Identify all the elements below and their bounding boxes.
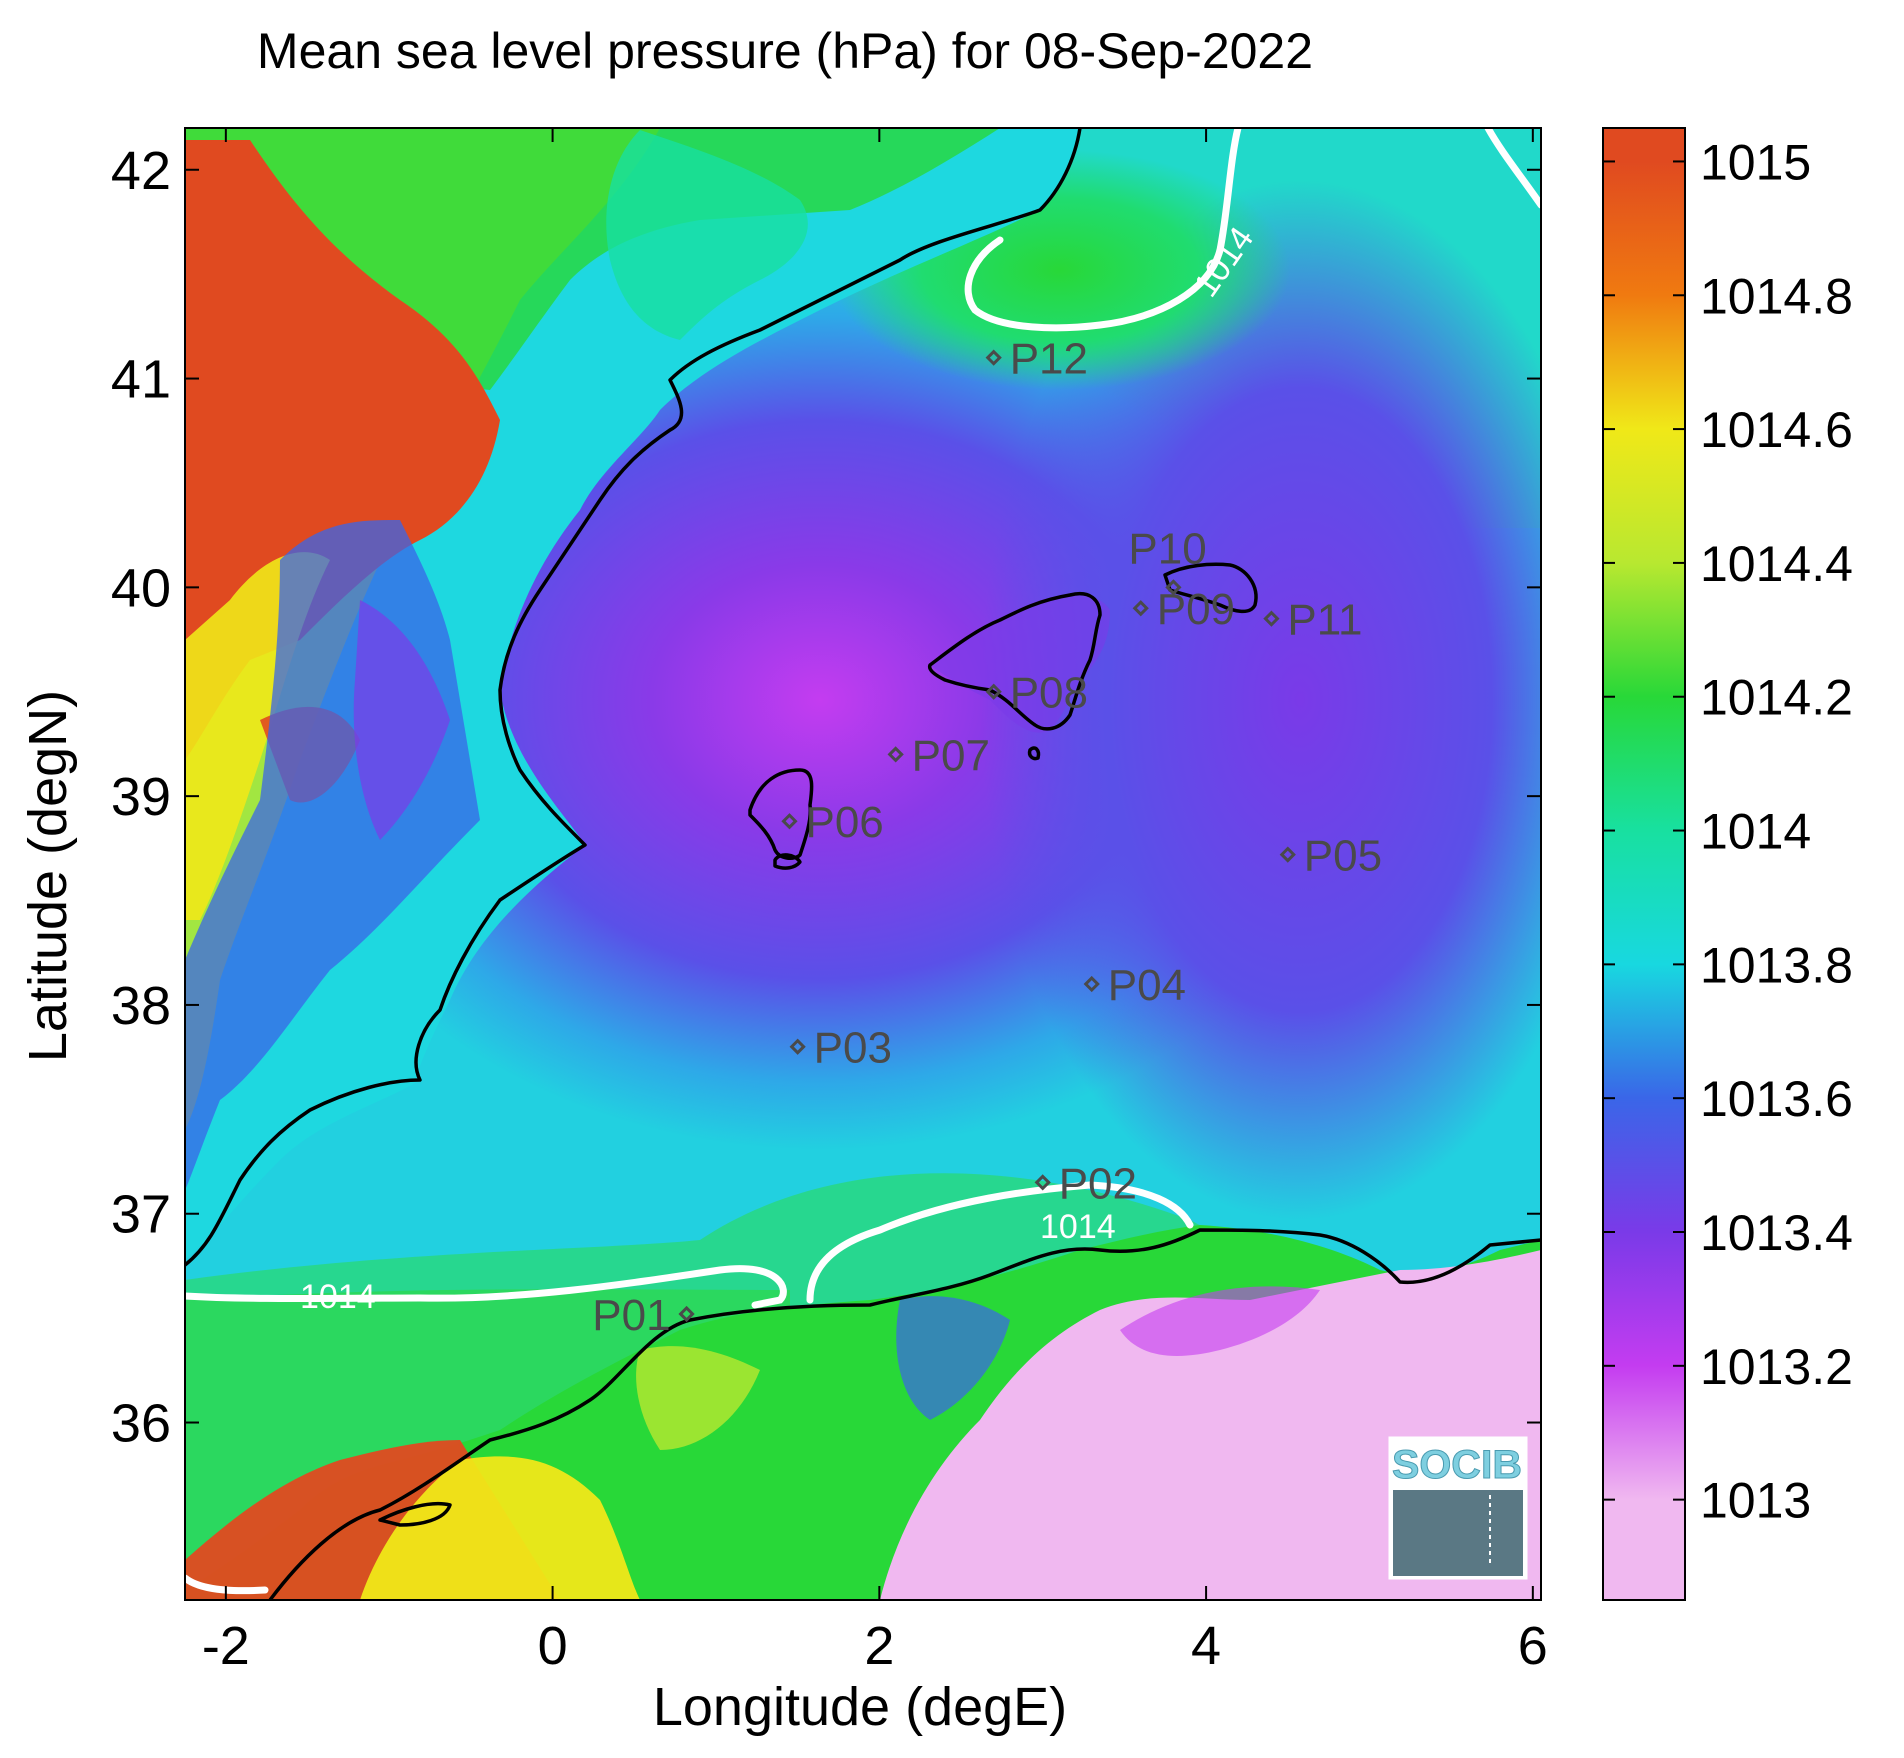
station-p08: P08 xyxy=(985,669,1088,718)
colorbar-bar xyxy=(1602,127,1686,1601)
x-axis-label: Longitude (degE) xyxy=(652,1677,1068,1737)
pressure-field xyxy=(185,128,1541,1600)
station-marker-icon xyxy=(1165,579,1182,596)
station-p10: P10 xyxy=(1128,524,1207,596)
colorbar-tick-label: 1015 xyxy=(1700,134,1811,190)
station-label: P06 xyxy=(805,798,883,847)
station-p05: P05 xyxy=(1279,832,1382,881)
y-tick-label: 42 xyxy=(111,141,171,201)
africa-coast xyxy=(268,1228,1542,1602)
socib-logo: SOCIB xyxy=(1388,1436,1528,1580)
station-label: P12 xyxy=(1010,335,1088,384)
station-marker-icon xyxy=(1132,600,1149,617)
station-label: P09 xyxy=(1157,585,1235,634)
logo-text: SOCIB xyxy=(1392,1443,1522,1487)
station-label: P05 xyxy=(1304,832,1382,881)
station-label: P02 xyxy=(1059,1159,1137,1208)
colorbar-tick-label: 1013.8 xyxy=(1700,937,1853,993)
station-marker-icon xyxy=(887,746,904,763)
station-label: P08 xyxy=(1010,669,1088,718)
station-marker-icon xyxy=(1279,846,1296,863)
colorbar: 1013 1013.2 1013.4 1013.6 1013.8 1014 1014.2 10… xyxy=(1602,127,1853,1601)
x-tick-label: 2 xyxy=(864,1616,894,1676)
station-markers: P01 P02 P03 P04 P05 P06 P07 P08 P09 P10 P11 P12 xyxy=(592,335,1382,1340)
x-tick-label: 0 xyxy=(538,1616,568,1676)
station-label: P04 xyxy=(1108,961,1186,1010)
station-label: P03 xyxy=(814,1024,892,1073)
station-p09: P09 xyxy=(1132,585,1235,634)
x-tick-label: 6 xyxy=(1518,1616,1548,1676)
station-p01: P01 xyxy=(592,1291,695,1340)
station-marker-icon xyxy=(678,1305,695,1323)
cabrera-coast xyxy=(1027,746,1041,761)
contour-1014 xyxy=(181,124,1545,1595)
colorbar-tick-label: 1013.4 xyxy=(1700,1205,1853,1261)
y-tick-label: 41 xyxy=(111,350,171,410)
ibiza-coast xyxy=(748,768,814,861)
station-p02: P02 xyxy=(1034,1159,1137,1208)
menorca-coast xyxy=(1163,562,1258,614)
station-p06: P06 xyxy=(781,798,884,847)
africa-low-pressure xyxy=(880,1250,1541,1600)
station-label: P01 xyxy=(592,1291,670,1340)
station-p03: P03 xyxy=(789,1024,892,1073)
x-axis: -2 0 2 4 6 xyxy=(202,128,1548,1676)
station-p04: P04 xyxy=(1083,961,1186,1010)
station-marker-icon xyxy=(1034,1174,1051,1191)
colorbar-tick-label: 1013 xyxy=(1700,1473,1811,1529)
y-tick-label: 36 xyxy=(111,1394,171,1454)
contour-label: 1014 xyxy=(300,1278,376,1316)
station-marker-icon xyxy=(985,683,1002,700)
y-tick-label: 40 xyxy=(111,558,171,618)
y-axis: 36 37 38 39 40 41 42 xyxy=(111,141,1541,1454)
station-marker-icon xyxy=(789,1038,806,1055)
y-tick-label: 38 xyxy=(111,976,171,1036)
colorbar-tick-label: 1014.2 xyxy=(1700,670,1853,726)
alboran-coast xyxy=(378,1501,452,1527)
plot-frame xyxy=(184,127,1542,1601)
colorbar-tick-label: 1013.2 xyxy=(1700,1339,1853,1395)
station-p11: P11 xyxy=(1263,596,1362,645)
contour-label: 1014 xyxy=(1040,1208,1116,1246)
colorbar-tick-label: 1014.4 xyxy=(1700,536,1853,592)
station-label: P11 xyxy=(1287,596,1362,645)
station-label: P07 xyxy=(912,731,990,780)
colorbar-tick-label: 1014 xyxy=(1700,804,1811,860)
station-marker-icon xyxy=(1263,610,1280,627)
colorbar-tick-label: 1014.8 xyxy=(1700,268,1853,324)
map-title: Mean sea level pressure (hPa) for 08-Sep… xyxy=(256,23,1314,79)
colorbar-tick-label: 1013.6 xyxy=(1700,1071,1853,1127)
station-marker-icon xyxy=(781,813,798,830)
y-tick-label: 37 xyxy=(111,1185,171,1245)
station-marker-icon xyxy=(1083,975,1100,993)
formentera-coast xyxy=(773,853,802,870)
colorbar-tick-label: 1014.6 xyxy=(1700,402,1853,458)
colorbar-ticks: 1013 1013.2 1013.4 1013.6 1013.8 1014 1014.2 10… xyxy=(1603,134,1853,1529)
x-tick-label: 4 xyxy=(1191,1616,1221,1676)
station-p07: P07 xyxy=(887,731,990,780)
x-tick-label: -2 xyxy=(202,1616,250,1676)
mallorca-coast xyxy=(927,592,1102,731)
station-label: P10 xyxy=(1128,524,1206,573)
coastlines xyxy=(183,127,1542,1602)
station-p12: P12 xyxy=(985,335,1088,384)
station-marker-icon xyxy=(985,349,1002,366)
iberia-coast xyxy=(183,127,1082,1267)
y-tick-label: 39 xyxy=(111,767,171,827)
